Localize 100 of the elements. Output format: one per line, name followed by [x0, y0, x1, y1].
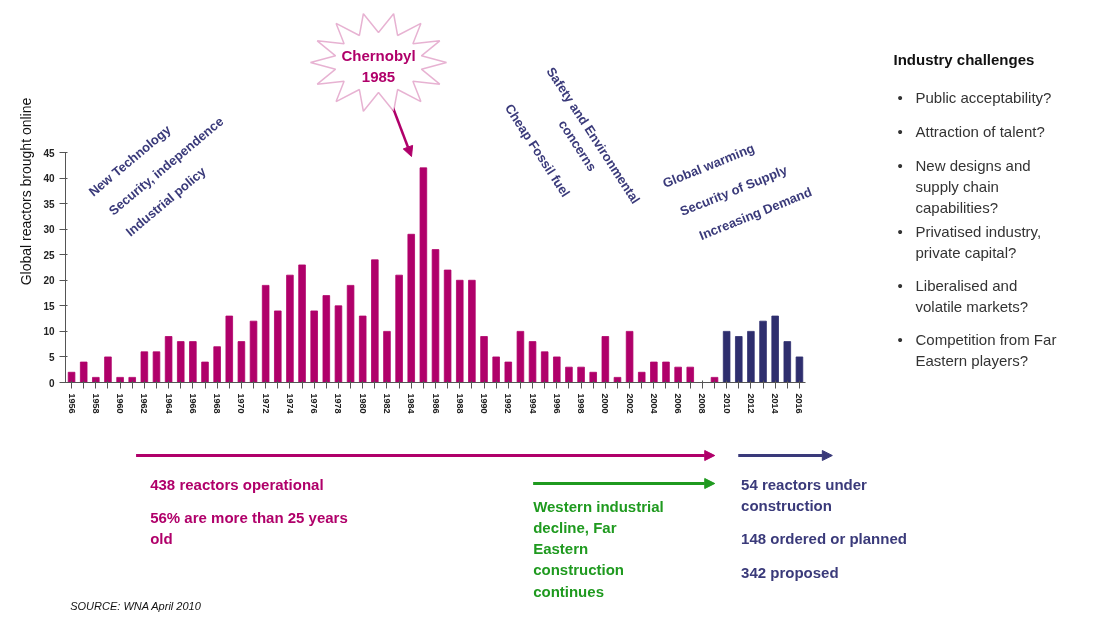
bar	[310, 310, 318, 383]
bar	[128, 376, 136, 383]
x-tick-label: 1986	[430, 393, 441, 414]
bar	[613, 376, 622, 383]
bar	[674, 366, 682, 383]
y-tick-label: 30	[43, 224, 55, 236]
bar	[358, 315, 367, 383]
bar	[783, 341, 792, 383]
x-tick-label: 1968	[212, 393, 223, 414]
x-tick-label: 1974	[284, 393, 295, 414]
x-tick-label: 1992	[503, 393, 514, 414]
x-tick-label: 1972	[260, 393, 271, 414]
y-tick-label: 40	[43, 173, 55, 185]
bar	[650, 361, 658, 383]
x-tick-label: 1966	[187, 393, 198, 414]
bar	[565, 366, 573, 383]
bar	[213, 346, 221, 383]
bar	[625, 330, 634, 383]
x-tick-label: 1958	[90, 393, 101, 414]
text: Competition from Far Eastern players?	[915, 330, 1057, 369]
bar	[67, 371, 76, 383]
bar	[274, 310, 282, 383]
bar	[553, 356, 561, 383]
bar	[249, 320, 258, 383]
y-tick-label: 35	[43, 198, 55, 210]
x-tick-label: 1980	[357, 393, 368, 414]
bar	[298, 264, 306, 383]
source-note: SOURCE: WNA April 2010	[70, 599, 202, 612]
bar	[601, 336, 610, 383]
bar	[164, 336, 173, 383]
x-tick-label: 1998	[576, 393, 587, 414]
bar	[722, 330, 731, 383]
bar	[140, 351, 149, 383]
x-tick-label: 2006	[673, 393, 684, 414]
text: 148 ordered or planned	[741, 529, 907, 547]
bar	[795, 356, 804, 383]
y-axis-title: Global reactors brought online	[18, 97, 35, 286]
x-tick-label: 2014	[770, 393, 781, 414]
text: New designs and supply chain capabilities?	[915, 156, 1031, 216]
bar	[662, 361, 670, 383]
x-tick-label: 2004	[648, 393, 659, 414]
x-tick-label: 1962	[139, 393, 150, 414]
text: 342 proposed	[741, 563, 839, 581]
bar	[177, 341, 185, 383]
bar	[637, 371, 646, 383]
bar	[540, 351, 549, 383]
bar	[261, 284, 270, 383]
bar	[431, 249, 440, 383]
bar	[286, 274, 294, 383]
bar	[686, 366, 694, 383]
x-tick-label: 1990	[479, 393, 490, 414]
text: Liberalised and volatile markets?	[915, 276, 1029, 315]
bar	[189, 341, 197, 383]
text: Public acceptability?	[915, 88, 1052, 106]
bar	[516, 330, 525, 383]
x-tick-label: 1976	[309, 393, 320, 414]
text: •	[897, 88, 903, 106]
text: Privatised industry, private capital?	[915, 222, 1042, 261]
y-tick-label: 45	[43, 147, 55, 159]
y-tick-label: 15	[43, 300, 55, 312]
bar	[346, 284, 355, 383]
bar	[747, 330, 755, 383]
bar	[334, 305, 343, 383]
x-tick-label: 2010	[721, 393, 732, 414]
bar	[395, 274, 403, 383]
x-tick-label: 1988	[454, 393, 465, 414]
bar	[735, 336, 743, 383]
x-tick-label: 1994	[527, 393, 538, 414]
bar	[92, 376, 100, 383]
text: 54 reactors under construction	[741, 475, 868, 514]
x-tick-label: 1982	[381, 393, 392, 414]
bar	[504, 361, 513, 383]
text: •	[897, 222, 903, 240]
bar	[201, 361, 209, 383]
x-tick-label: 2002	[624, 393, 635, 414]
x-tick-label: 1984	[406, 393, 417, 414]
bar	[383, 330, 391, 383]
bar	[407, 233, 415, 383]
text: Industry challenges	[893, 50, 1035, 68]
bar	[79, 361, 88, 383]
x-tick-label: 1964	[163, 393, 174, 414]
bar	[225, 315, 234, 383]
x-tick-label: 2016	[794, 393, 805, 414]
bar	[492, 356, 500, 383]
bar	[468, 279, 476, 383]
x-tick-label: 2012	[745, 393, 756, 414]
y-tick-label: 20	[43, 275, 55, 287]
x-tick-label: 1978	[333, 393, 344, 414]
bar	[419, 167, 428, 383]
bar	[152, 351, 161, 383]
x-tick-label: 1970	[236, 393, 247, 414]
y-tick-label: 0	[48, 377, 55, 389]
x-tick-label: 1960	[115, 393, 126, 414]
x-tick-label: 1956	[66, 393, 77, 414]
bar	[456, 279, 464, 383]
y-tick-label: 10	[43, 326, 55, 338]
text: •	[897, 276, 903, 294]
text: •	[897, 330, 903, 348]
bar	[443, 269, 452, 383]
bar	[771, 315, 779, 383]
